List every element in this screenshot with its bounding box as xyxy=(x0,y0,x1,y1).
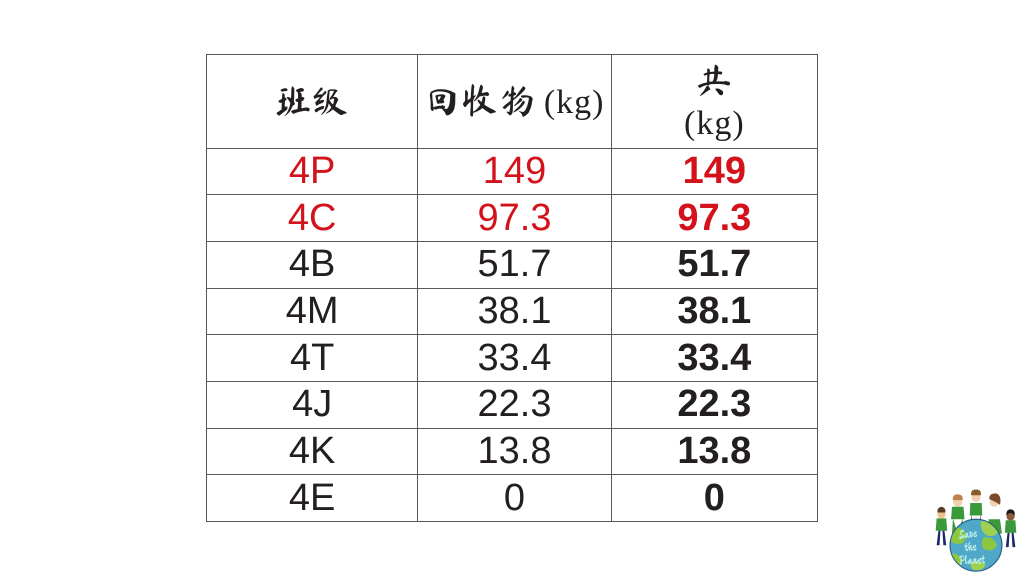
svg-text:Planet: Planet xyxy=(958,553,986,567)
svg-text:the: the xyxy=(963,540,977,554)
svg-text:Save: Save xyxy=(957,526,978,542)
